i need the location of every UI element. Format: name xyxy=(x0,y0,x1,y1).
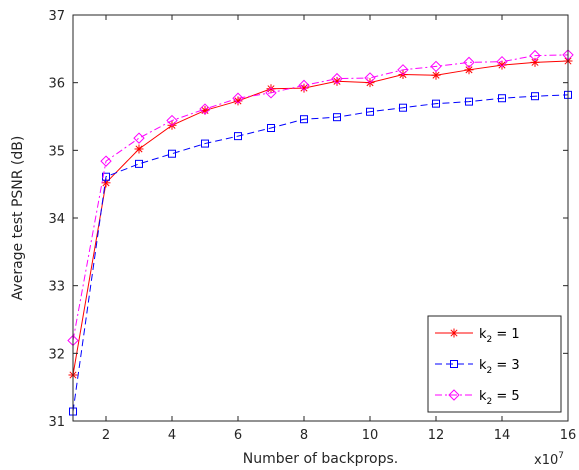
data-point xyxy=(331,72,343,85)
data-point xyxy=(267,124,275,133)
legend-entry: k2 = 1 xyxy=(435,327,520,345)
data-point xyxy=(531,92,539,101)
data-point xyxy=(199,103,211,115)
data-point xyxy=(133,132,145,144)
data-point xyxy=(498,94,506,103)
x-axis-multiplier: x107 xyxy=(534,451,564,468)
axes-layer: 2 4 6 8 10 12 14 16 31 32 33 34 35 36 37 xyxy=(48,9,576,443)
y-tick-label: 35 xyxy=(48,144,65,159)
data-point xyxy=(430,60,442,73)
series-line xyxy=(72,60,569,376)
data-point xyxy=(366,107,374,116)
series-layer xyxy=(67,49,574,416)
y-axis-label: Average test PSNR (dB) xyxy=(10,136,26,301)
y-tick-label: 33 xyxy=(48,280,65,295)
data-point xyxy=(134,144,144,154)
x-tick-label: 8 xyxy=(300,428,308,443)
data-point xyxy=(135,159,143,168)
data-point xyxy=(168,149,176,158)
data-point xyxy=(496,55,508,68)
data-point xyxy=(431,70,441,80)
legend-entry: k2 = 3 xyxy=(435,358,520,376)
x-axis-multiplier-exponent: 7 xyxy=(558,451,564,461)
legend-entry: k2 = 5 xyxy=(435,389,520,407)
data-point xyxy=(300,115,308,124)
data-point xyxy=(333,113,341,122)
legend-marker xyxy=(448,389,460,401)
series-3 xyxy=(67,49,574,347)
data-point xyxy=(102,172,110,181)
data-point xyxy=(529,49,541,62)
data-point xyxy=(234,132,242,141)
series-line xyxy=(72,94,569,412)
data-point xyxy=(201,139,209,148)
data-point xyxy=(397,64,409,76)
x-tick-label: 16 xyxy=(560,428,577,443)
series-line xyxy=(72,54,569,341)
data-point xyxy=(364,72,376,84)
y-tick-label: 31 xyxy=(48,415,65,430)
y-tick-label: 37 xyxy=(48,9,65,24)
data-point xyxy=(266,84,276,94)
data-point xyxy=(530,57,540,67)
data-point xyxy=(166,114,178,127)
data-point xyxy=(432,99,440,108)
data-point xyxy=(100,155,112,167)
x-axis-label: Number of backprops. xyxy=(243,451,398,467)
x-tick-label: 2 xyxy=(102,428,110,443)
data-point xyxy=(399,103,407,112)
legend-label: k2 = 1 xyxy=(479,327,520,345)
data-point xyxy=(232,92,244,104)
legend-label: k2 = 5 xyxy=(479,389,520,407)
x-tick-label: 10 xyxy=(362,428,379,443)
data-point xyxy=(463,56,475,69)
x-tick-label: 4 xyxy=(168,428,176,443)
legend-marker xyxy=(450,360,458,368)
data-point xyxy=(265,87,277,99)
x-axis-multiplier-base: x10 xyxy=(534,453,558,468)
y-tick-label: 34 xyxy=(48,212,65,227)
data-point xyxy=(465,97,473,106)
legend-label: k2 = 3 xyxy=(479,358,520,376)
y-tick-label: 32 xyxy=(48,347,65,362)
data-point xyxy=(497,60,507,70)
data-point xyxy=(298,79,310,92)
x-tick-label: 6 xyxy=(234,428,242,443)
x-tick-label: 14 xyxy=(494,428,511,443)
x-tick-label: 12 xyxy=(428,428,445,443)
y-tick-label: 36 xyxy=(48,77,65,92)
legend-marker xyxy=(449,328,459,338)
legend: k2 = 1 k2 = 3 k2 = 5 xyxy=(427,315,562,413)
